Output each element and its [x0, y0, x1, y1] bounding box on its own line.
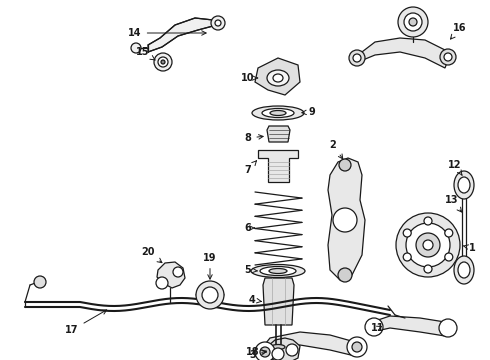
Text: 12: 12: [448, 160, 462, 175]
Polygon shape: [355, 38, 448, 68]
Ellipse shape: [458, 262, 470, 278]
Text: 9: 9: [302, 107, 316, 117]
Text: 13: 13: [445, 195, 462, 212]
Text: 20: 20: [141, 247, 162, 263]
Circle shape: [403, 229, 411, 237]
Text: 19: 19: [203, 253, 217, 279]
Text: 11: 11: [371, 323, 385, 333]
Ellipse shape: [269, 269, 287, 274]
Circle shape: [215, 20, 221, 26]
Text: 15: 15: [136, 47, 155, 60]
Ellipse shape: [454, 256, 474, 284]
Circle shape: [404, 13, 422, 31]
Circle shape: [272, 348, 284, 360]
Circle shape: [154, 53, 172, 71]
Circle shape: [423, 240, 433, 250]
Text: 17: 17: [65, 310, 107, 335]
Polygon shape: [268, 338, 300, 360]
Polygon shape: [255, 58, 300, 95]
Text: 16: 16: [450, 23, 467, 39]
Circle shape: [156, 277, 168, 289]
Text: 6: 6: [245, 223, 254, 233]
Polygon shape: [328, 158, 365, 280]
Circle shape: [286, 344, 298, 356]
Text: 7: 7: [245, 161, 256, 175]
Polygon shape: [157, 262, 185, 288]
Polygon shape: [263, 278, 294, 325]
Circle shape: [353, 54, 361, 62]
Polygon shape: [148, 18, 213, 52]
Circle shape: [440, 49, 456, 65]
Text: 14: 14: [128, 28, 206, 38]
Ellipse shape: [260, 266, 296, 275]
Circle shape: [34, 276, 46, 288]
Circle shape: [365, 318, 383, 336]
Text: 2: 2: [330, 140, 343, 159]
Circle shape: [403, 253, 411, 261]
Ellipse shape: [273, 74, 283, 82]
Text: 8: 8: [245, 133, 263, 143]
Ellipse shape: [270, 111, 286, 116]
Text: 5: 5: [245, 265, 257, 275]
Circle shape: [439, 319, 457, 337]
Text: 10: 10: [241, 73, 258, 83]
Text: 18: 18: [246, 347, 266, 357]
Ellipse shape: [271, 345, 285, 350]
Ellipse shape: [251, 265, 305, 278]
Circle shape: [416, 233, 440, 257]
Ellipse shape: [262, 108, 294, 117]
Circle shape: [347, 337, 367, 357]
Circle shape: [398, 7, 428, 37]
Circle shape: [352, 342, 362, 352]
Circle shape: [196, 281, 224, 309]
Polygon shape: [258, 150, 298, 182]
Text: 4: 4: [248, 295, 261, 305]
Ellipse shape: [252, 106, 304, 120]
Circle shape: [445, 253, 453, 261]
Circle shape: [339, 159, 351, 171]
Circle shape: [424, 265, 432, 273]
Circle shape: [396, 213, 460, 277]
Circle shape: [173, 267, 183, 277]
Circle shape: [211, 16, 225, 30]
Circle shape: [409, 18, 417, 26]
Circle shape: [202, 287, 218, 303]
Polygon shape: [370, 316, 448, 336]
Polygon shape: [260, 332, 360, 356]
Text: 3: 3: [249, 350, 266, 360]
Circle shape: [349, 50, 365, 66]
Circle shape: [424, 217, 432, 225]
Circle shape: [338, 268, 352, 282]
Circle shape: [255, 342, 275, 360]
Ellipse shape: [454, 171, 474, 199]
Ellipse shape: [458, 177, 470, 193]
Ellipse shape: [267, 70, 289, 86]
Circle shape: [406, 223, 450, 267]
Circle shape: [445, 229, 453, 237]
Text: 1: 1: [463, 243, 475, 253]
Circle shape: [333, 208, 357, 232]
Circle shape: [161, 60, 165, 64]
Circle shape: [444, 53, 452, 61]
Circle shape: [158, 57, 168, 67]
Circle shape: [260, 347, 270, 357]
Circle shape: [131, 43, 141, 53]
Polygon shape: [267, 126, 290, 142]
